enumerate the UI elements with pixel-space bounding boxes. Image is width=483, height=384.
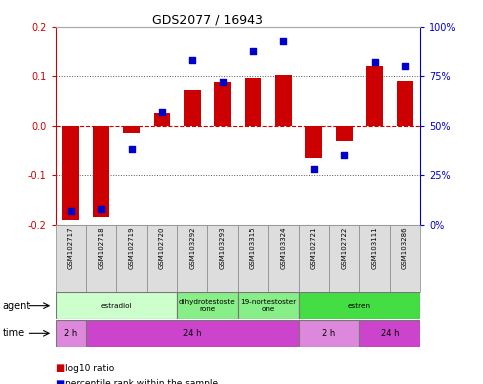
- Bar: [177, 292, 238, 319]
- Text: dihydrotestoste
rone: dihydrotestoste rone: [179, 300, 236, 312]
- Bar: [147, 225, 177, 292]
- Text: agent: agent: [2, 301, 30, 311]
- Text: GSM102718: GSM102718: [98, 227, 104, 269]
- Point: [310, 166, 318, 172]
- Bar: [123, 126, 140, 133]
- Bar: [275, 75, 292, 126]
- Bar: [305, 126, 322, 158]
- Text: ■: ■: [56, 379, 65, 384]
- Bar: [86, 225, 116, 292]
- Bar: [238, 292, 298, 319]
- Bar: [214, 82, 231, 126]
- Text: 2 h: 2 h: [64, 329, 77, 338]
- Bar: [245, 78, 261, 126]
- Text: GSM102717: GSM102717: [68, 227, 74, 269]
- Bar: [154, 113, 170, 126]
- Text: GSM103324: GSM103324: [281, 227, 286, 269]
- Bar: [86, 320, 298, 347]
- Text: GSM102719: GSM102719: [128, 227, 135, 269]
- Bar: [56, 292, 177, 319]
- Point: [219, 79, 227, 85]
- Bar: [329, 225, 359, 292]
- Bar: [238, 225, 268, 292]
- Point: [67, 208, 74, 214]
- Bar: [93, 126, 110, 217]
- Text: GSM103286: GSM103286: [402, 227, 408, 269]
- Text: 2 h: 2 h: [323, 329, 336, 338]
- Text: ■: ■: [56, 363, 65, 373]
- Bar: [336, 126, 353, 141]
- Bar: [298, 225, 329, 292]
- Bar: [366, 66, 383, 126]
- Text: 24 h: 24 h: [183, 329, 201, 338]
- Point: [188, 58, 196, 64]
- Text: percentile rank within the sample: percentile rank within the sample: [65, 379, 218, 384]
- Text: estradiol: estradiol: [100, 303, 132, 309]
- Point: [128, 146, 135, 152]
- Text: GDS2077 / 16943: GDS2077 / 16943: [152, 13, 263, 26]
- Bar: [177, 225, 208, 292]
- Text: GSM103292: GSM103292: [189, 227, 195, 269]
- Bar: [390, 225, 420, 292]
- Text: time: time: [2, 328, 25, 338]
- Point: [280, 38, 287, 44]
- Point: [158, 109, 166, 115]
- Bar: [208, 225, 238, 292]
- Bar: [397, 81, 413, 126]
- Bar: [56, 225, 86, 292]
- Text: GSM102720: GSM102720: [159, 227, 165, 269]
- Bar: [268, 225, 298, 292]
- Text: log10 ratio: log10 ratio: [65, 364, 114, 373]
- Point: [97, 206, 105, 212]
- Bar: [116, 225, 147, 292]
- Text: GSM102722: GSM102722: [341, 227, 347, 269]
- Text: 24 h: 24 h: [381, 329, 399, 338]
- Bar: [62, 126, 79, 220]
- Text: GSM103293: GSM103293: [220, 227, 226, 269]
- Point: [401, 63, 409, 70]
- Point: [249, 48, 257, 54]
- Text: estren: estren: [348, 303, 371, 309]
- Bar: [298, 320, 359, 347]
- Bar: [359, 320, 420, 347]
- Bar: [56, 320, 86, 347]
- Text: GSM102721: GSM102721: [311, 227, 317, 269]
- Bar: [359, 225, 390, 292]
- Text: GSM103111: GSM103111: [371, 227, 378, 270]
- Text: 19-nortestoster
one: 19-nortestoster one: [240, 300, 297, 312]
- Bar: [184, 90, 200, 126]
- Bar: [298, 292, 420, 319]
- Text: GSM103315: GSM103315: [250, 227, 256, 269]
- Point: [371, 60, 379, 66]
- Point: [341, 152, 348, 159]
